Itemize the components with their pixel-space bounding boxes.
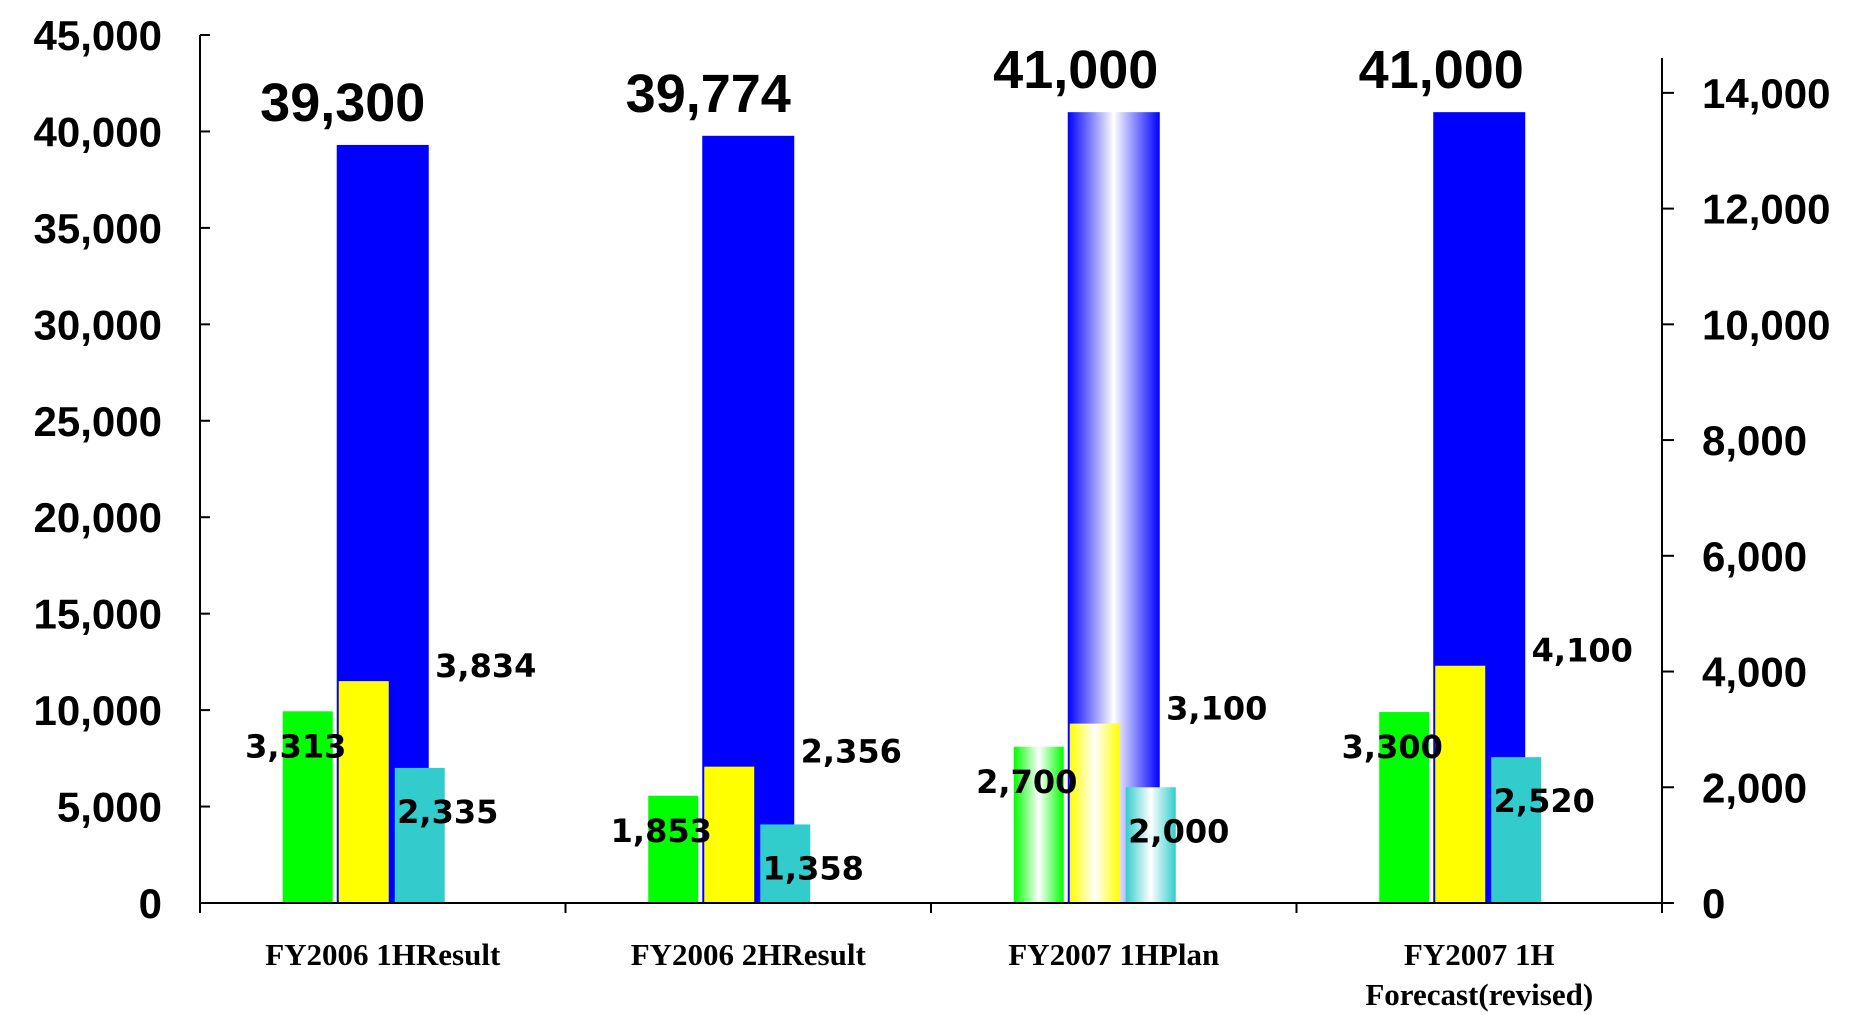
bar-green-0: [282, 711, 333, 903]
right-tick-label-0: 0: [1702, 880, 1725, 927]
left-tick-label-9: 45,000: [34, 12, 162, 59]
data-label-yellow-3: 4,100: [1532, 632, 1633, 670]
data-label-blue-2: 41,000: [993, 40, 1158, 100]
data-label-teal-3: 2,520: [1494, 782, 1595, 820]
left-tick-label-4: 20,000: [34, 494, 162, 541]
labels-layer: 39,300 3,313 3,834 2,335 FY2006 1HResult 39,7…: [34, 12, 1831, 1012]
left-tick-label-2: 10,000: [34, 687, 162, 734]
category-label-2: FY2007 1HPlan: [1008, 937, 1219, 972]
bar-yellow-2: [1069, 723, 1120, 903]
left-tick-label-7: 35,000: [34, 205, 162, 252]
bar-green-2: [1013, 746, 1064, 903]
right-tick-label-6: 12,000: [1702, 186, 1830, 233]
bars-layer: [282, 112, 1542, 904]
bar-green-1: [648, 795, 699, 903]
category-label-1: FY2006 2HResult: [631, 937, 867, 972]
data-label-green-0: 3,313: [245, 727, 346, 765]
data-label-blue-1: 39,774: [626, 64, 791, 124]
bar-teal-0: [394, 767, 445, 903]
data-label-teal-1: 1,358: [763, 849, 864, 887]
left-tick-label-8: 40,000: [34, 108, 162, 155]
right-tick-label-7: 14,000: [1702, 70, 1830, 117]
bar-teal-3: [1491, 757, 1542, 903]
data-label-green-3: 3,300: [1342, 728, 1443, 766]
data-label-yellow-1: 2,356: [801, 733, 902, 771]
data-label-blue-0: 39,300: [260, 73, 425, 133]
left-tick-label-0: 0: [139, 880, 162, 927]
right-tick-label-3: 6,000: [1702, 533, 1807, 580]
right-tick-label-4: 8,000: [1702, 417, 1807, 464]
left-tick-label-6: 30,000: [34, 301, 162, 348]
left-tick-label-3: 15,000: [34, 591, 162, 638]
bar-teal-2: [1125, 787, 1176, 903]
bar-yellow-3: [1435, 665, 1486, 903]
left-tick-label-5: 25,000: [34, 398, 162, 445]
bar-yellow-0: [338, 681, 389, 903]
category-label-3: FY2007 1H Forecast(revised): [1365, 937, 1593, 1012]
data-label-teal-2: 2,000: [1128, 812, 1229, 850]
bar-green-3: [1379, 712, 1430, 903]
data-label-blue-3: 41,000: [1359, 40, 1524, 100]
data-label-teal-0: 2,335: [397, 793, 498, 831]
right-tick-label-2: 4,000: [1702, 649, 1807, 696]
right-tick-label-5: 10,000: [1702, 301, 1830, 348]
bar-teal-1: [760, 824, 811, 903]
data-label-yellow-0: 3,834: [435, 647, 536, 685]
left-tick-label-1: 5,000: [57, 784, 162, 831]
axes-layer: [199, 34, 1674, 913]
category-label-0: FY2006 1HResult: [265, 937, 501, 972]
data-label-yellow-2: 3,100: [1166, 690, 1267, 728]
data-label-green-1: 1,853: [611, 812, 712, 850]
bar-yellow-1: [704, 766, 755, 903]
right-tick-label-1: 2,000: [1702, 764, 1807, 811]
data-label-green-2: 2,700: [976, 763, 1077, 801]
